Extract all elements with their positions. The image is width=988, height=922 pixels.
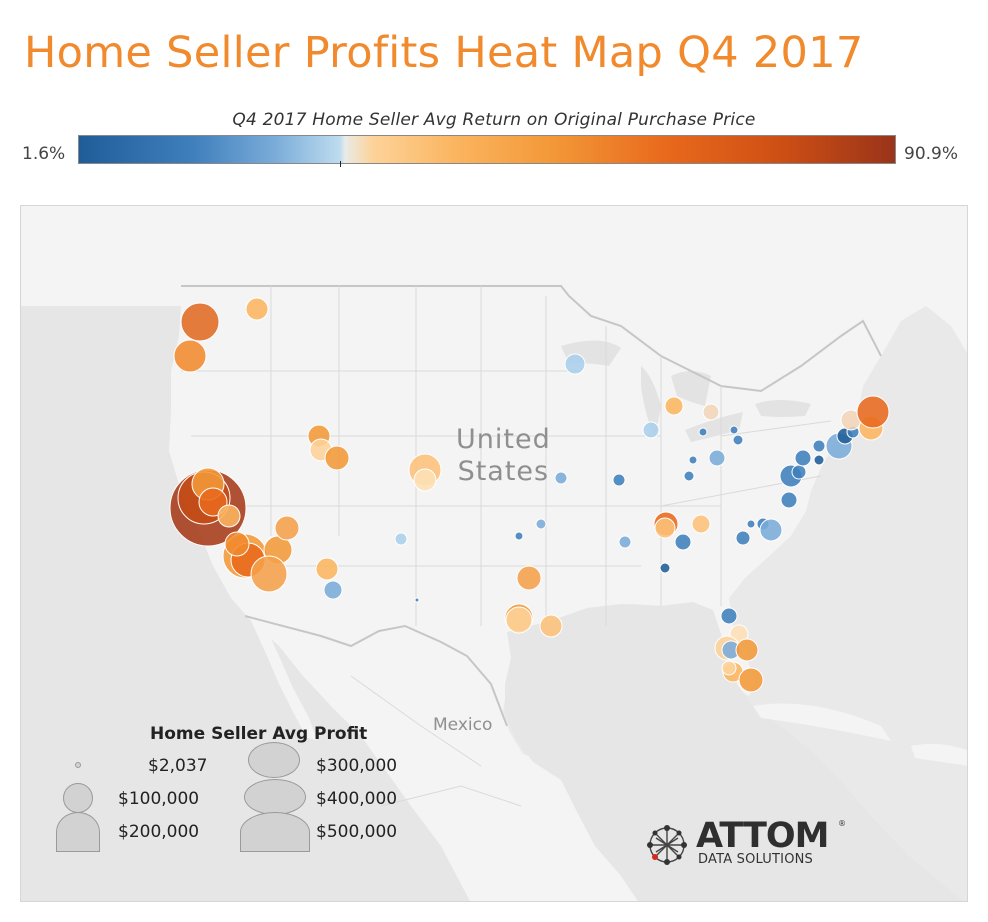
- city-bubble[interactable]: [413, 468, 437, 492]
- city-bubble[interactable]: [732, 434, 744, 446]
- color-legend-tick: [340, 161, 341, 167]
- size-legend-circle-3: [56, 812, 100, 852]
- city-bubble[interactable]: [180, 302, 220, 342]
- city-bubble[interactable]: [642, 421, 660, 439]
- city-bubble[interactable]: [224, 531, 250, 557]
- color-legend-min: 1.6%: [22, 144, 66, 164]
- size-legend-label-5: $400,000: [316, 789, 398, 809]
- city-bubble[interactable]: [324, 445, 350, 471]
- hispaniola-island: [911, 743, 967, 766]
- city-bubbles: [169, 297, 890, 693]
- city-bubble[interactable]: [813, 454, 825, 466]
- us-mexico-border: [244, 615, 508, 727]
- map-basemap: [21, 206, 967, 901]
- mexico-state-borders: [350, 675, 522, 807]
- country-label-united-states: United States: [456, 424, 551, 487]
- color-legend-title: Q4 2017 Home Seller Avg Return on Origin…: [232, 110, 756, 130]
- city-bubble[interactable]: [173, 339, 207, 373]
- size-legend-label-3: $200,000: [118, 822, 200, 842]
- city-bubble[interactable]: [702, 403, 720, 421]
- bubbles: [169, 297, 890, 693]
- city-bubble[interactable]: [698, 427, 708, 437]
- size-legend-circle-1: [75, 762, 81, 768]
- city-bubble[interactable]: [746, 519, 756, 529]
- city-bubble[interactable]: [414, 597, 420, 603]
- city-bubble[interactable]: [315, 557, 339, 581]
- size-legend-circle-2: [63, 783, 93, 813]
- brand-subtitle: DATA SOLUTIONS: [698, 852, 814, 867]
- city-bubble[interactable]: [618, 535, 632, 549]
- gulf-of-mexico: [505, 602, 963, 901]
- city-bubble[interactable]: [729, 425, 739, 435]
- city-bubble[interactable]: [217, 504, 241, 528]
- city-bubble[interactable]: [514, 531, 524, 541]
- pacific-ocean: [21, 306, 470, 901]
- city-bubble[interactable]: [794, 449, 812, 467]
- city-bubble[interactable]: [535, 518, 547, 530]
- canada-us-border: [181, 285, 882, 393]
- city-bubble[interactable]: [791, 464, 807, 480]
- size-legend-circle-6: [240, 812, 310, 852]
- city-bubble[interactable]: [708, 449, 726, 467]
- city-bubble[interactable]: [323, 580, 343, 600]
- attom-logo: ATTOM ® DATA SOLUTIONS: [642, 816, 846, 870]
- baja-peninsula: [249, 616, 317, 740]
- cuba-island: [753, 703, 891, 741]
- city-bubble[interactable]: [274, 515, 300, 541]
- network-globe-icon: [647, 825, 687, 865]
- size-legend-circle-5: [244, 779, 306, 815]
- city-bubble[interactable]: [721, 660, 737, 676]
- city-bubble[interactable]: [780, 491, 798, 509]
- city-bubble[interactable]: [735, 638, 759, 662]
- city-bubble[interactable]: [245, 297, 269, 321]
- size-legend-label-1: $2,037: [148, 756, 208, 776]
- city-bubble[interactable]: [612, 473, 626, 487]
- size-legend-circle-4: [248, 742, 300, 778]
- city-bubble[interactable]: [691, 514, 711, 534]
- city-bubble[interactable]: [688, 455, 698, 465]
- city-bubble[interactable]: [674, 533, 692, 551]
- city-bubble[interactable]: [516, 565, 542, 591]
- brand-name: ATTOM: [696, 816, 830, 856]
- city-bubble[interactable]: [564, 353, 586, 375]
- city-bubble[interactable]: [735, 530, 751, 546]
- city-bubble[interactable]: [250, 555, 288, 593]
- city-bubble[interactable]: [394, 532, 408, 546]
- map-panel[interactable]: United States Mexico: [20, 205, 968, 902]
- city-bubble[interactable]: [659, 562, 671, 574]
- page-title: Home Seller Profits Heat Map Q4 2017: [24, 28, 864, 78]
- city-bubble[interactable]: [683, 470, 695, 482]
- city-bubble[interactable]: [654, 517, 676, 539]
- color-legend-max: 90.9%: [904, 144, 959, 164]
- color-legend-bar[interactable]: [78, 135, 896, 164]
- state-borders: [181, 286, 832, 636]
- city-bubble[interactable]: [664, 396, 684, 416]
- city-bubble[interactable]: [539, 614, 563, 638]
- size-legend-label-6: $500,000: [316, 822, 398, 842]
- city-bubble[interactable]: [856, 395, 890, 429]
- city-bubble[interactable]: [759, 518, 783, 542]
- city-bubble[interactable]: [720, 607, 738, 625]
- size-legend-label-4: $300,000: [316, 756, 398, 776]
- size-legend-label-2: $100,000: [118, 789, 200, 809]
- size-legend-title: Home Seller Avg Profit: [150, 724, 368, 744]
- country-label-mexico: Mexico: [433, 715, 493, 735]
- city-bubble[interactable]: [738, 667, 764, 693]
- brand-registered-mark: ®: [838, 819, 846, 828]
- city-bubble[interactable]: [505, 606, 533, 634]
- city-bubble[interactable]: [812, 439, 826, 453]
- city-bubble[interactable]: [554, 471, 568, 485]
- great-lakes: [561, 340, 811, 442]
